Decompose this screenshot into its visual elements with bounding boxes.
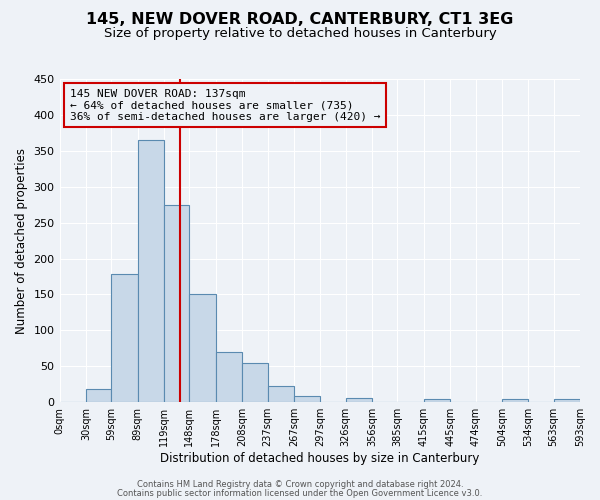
- Bar: [112, 274, 137, 402]
- Bar: [294, 396, 320, 402]
- Text: Contains public sector information licensed under the Open Government Licence v3: Contains public sector information licen…: [118, 489, 482, 498]
- Bar: [137, 140, 164, 402]
- Bar: [502, 398, 528, 402]
- Text: Size of property relative to detached houses in Canterbury: Size of property relative to detached ho…: [104, 28, 496, 40]
- Bar: [86, 390, 112, 402]
- Text: Contains HM Land Registry data © Crown copyright and database right 2024.: Contains HM Land Registry data © Crown c…: [137, 480, 463, 489]
- Text: 145 NEW DOVER ROAD: 137sqm
← 64% of detached houses are smaller (735)
36% of sem: 145 NEW DOVER ROAD: 137sqm ← 64% of deta…: [70, 88, 380, 122]
- Text: 145, NEW DOVER ROAD, CANTERBURY, CT1 3EG: 145, NEW DOVER ROAD, CANTERBURY, CT1 3EG: [86, 12, 514, 28]
- Bar: [268, 386, 294, 402]
- Bar: [242, 362, 268, 402]
- Bar: [216, 352, 242, 402]
- Bar: [424, 398, 450, 402]
- X-axis label: Distribution of detached houses by size in Canterbury: Distribution of detached houses by size …: [160, 452, 479, 465]
- Y-axis label: Number of detached properties: Number of detached properties: [15, 148, 28, 334]
- Bar: [190, 294, 216, 402]
- Bar: [554, 398, 580, 402]
- Bar: [346, 398, 372, 402]
- Bar: [164, 204, 190, 402]
